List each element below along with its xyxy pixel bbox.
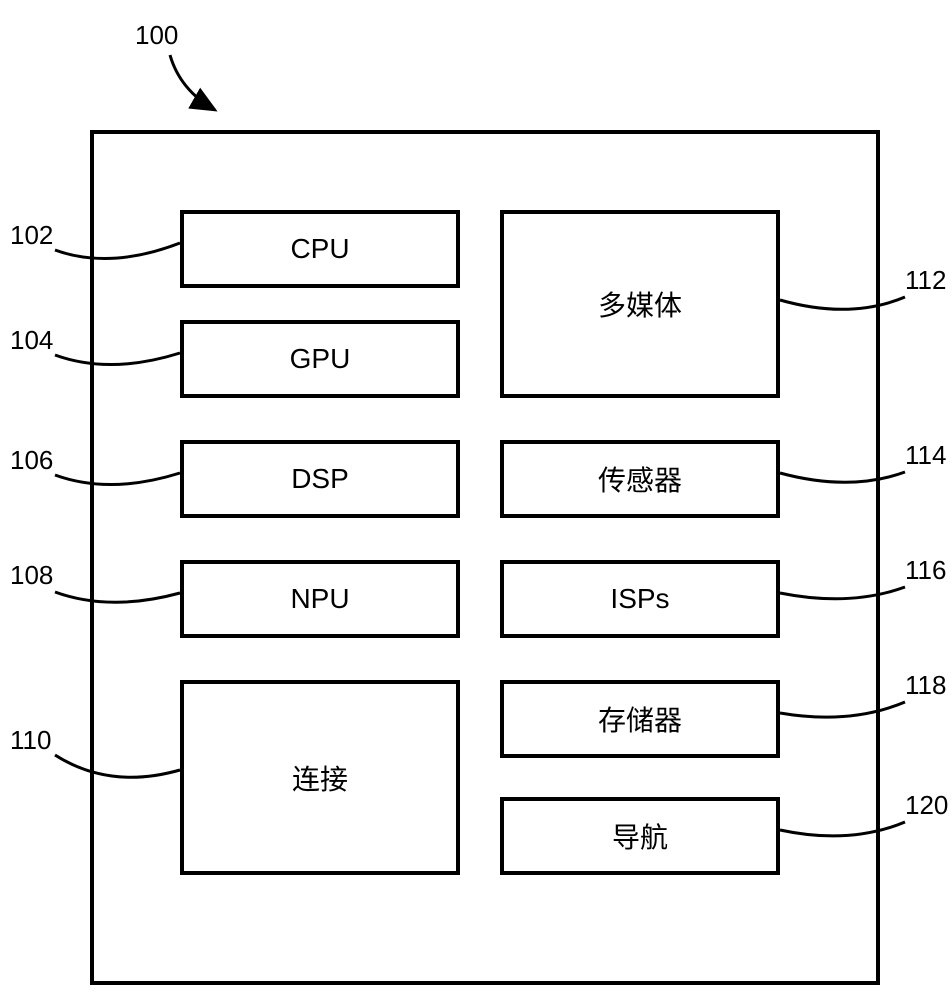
block-cpu: CPU <box>180 210 460 288</box>
ref-label-120: 120 <box>905 790 948 821</box>
ref-label-106: 106 <box>10 445 53 476</box>
block-isps: ISPs <box>500 560 780 638</box>
soc-block-diagram: 100 CPU GPU DSP NPU 连接 多媒体 传感器 ISPs 存储器 <box>0 0 952 1000</box>
block-cpu-label: CPU <box>290 233 349 265</box>
ref-label-102: 102 <box>10 220 53 251</box>
block-navigation-label: 导航 <box>612 816 668 856</box>
ref-label-104: 104 <box>10 325 53 356</box>
ref-label-112: 112 <box>905 265 946 296</box>
block-gpu: GPU <box>180 320 460 398</box>
block-multimedia: 多媒体 <box>500 210 780 398</box>
block-gpu-label: GPU <box>290 343 351 375</box>
block-sensor-label: 传感器 <box>598 459 682 499</box>
block-multimedia-label: 多媒体 <box>598 284 682 324</box>
ref-label-110: 110 <box>10 725 51 756</box>
block-navigation: 导航 <box>500 797 780 875</box>
block-isps-label: ISPs <box>610 583 669 615</box>
block-memory: 存储器 <box>500 680 780 758</box>
ref-label-116: 116 <box>905 555 946 586</box>
block-connectivity-label: 连接 <box>292 758 348 798</box>
ref-label-118: 118 <box>905 670 946 701</box>
block-dsp: DSP <box>180 440 460 518</box>
block-connectivity: 连接 <box>180 680 460 875</box>
block-npu: NPU <box>180 560 460 638</box>
block-sensor: 传感器 <box>500 440 780 518</box>
block-dsp-label: DSP <box>291 463 349 495</box>
block-npu-label: NPU <box>290 583 349 615</box>
ref-label-114: 114 <box>905 440 946 471</box>
ref-label-108: 108 <box>10 560 53 591</box>
block-memory-label: 存储器 <box>598 699 682 739</box>
